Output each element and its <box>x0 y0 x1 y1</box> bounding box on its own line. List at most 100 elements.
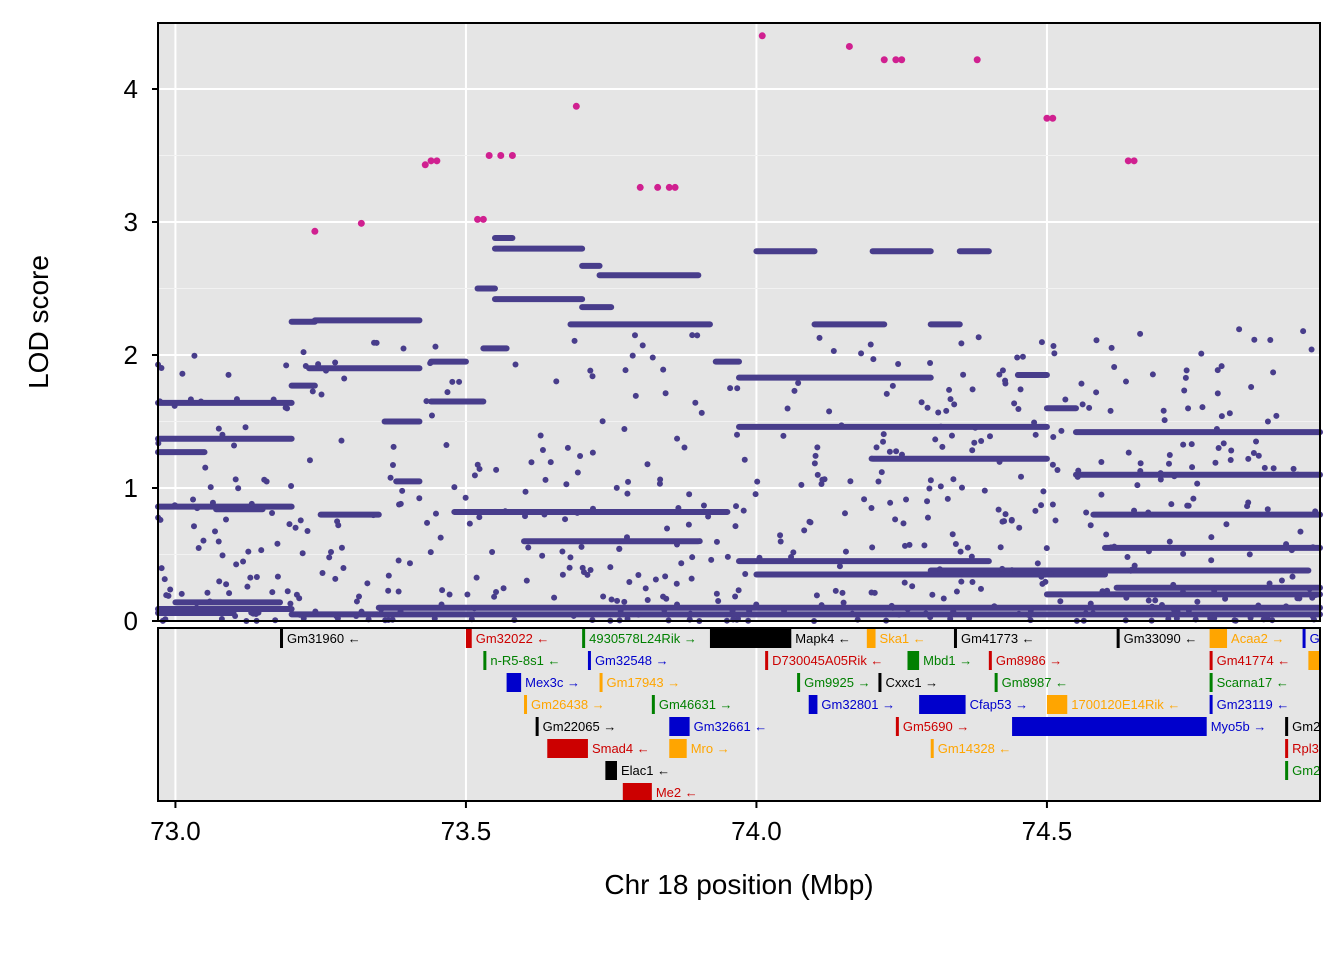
lod-point <box>528 459 535 466</box>
gene-feature <box>1308 651 1320 670</box>
x-axis-ticks: 73.0 73.5 74.0 74.5 <box>150 801 1072 846</box>
lod-point <box>927 614 934 621</box>
lod-point <box>378 606 385 613</box>
lod-point <box>493 466 500 473</box>
gene-feature <box>1209 673 1213 692</box>
lod-point <box>600 593 607 600</box>
gene-label: Mapk4 ← <box>795 631 851 646</box>
lod-point <box>438 601 445 608</box>
lod-point <box>784 405 791 412</box>
lod-point <box>1052 517 1059 524</box>
gene-feature <box>1209 651 1213 670</box>
lod-point <box>1270 369 1277 376</box>
lod-point <box>226 590 233 597</box>
lod-point <box>732 593 739 600</box>
lod-point <box>1086 404 1093 411</box>
lod-point <box>589 616 596 623</box>
lod-point <box>1211 587 1218 594</box>
lod-point <box>623 534 630 541</box>
lod-point <box>599 418 606 425</box>
lod-point <box>512 361 519 368</box>
lod-point <box>1261 464 1268 471</box>
lod-point <box>292 524 299 531</box>
gene-feature <box>895 717 899 736</box>
lod-point <box>1025 612 1032 619</box>
lod-point <box>312 608 319 615</box>
lod-point <box>1190 495 1197 502</box>
gene-label: Scarna17 ← <box>1217 675 1289 690</box>
lod-point <box>995 506 1002 513</box>
gene-label: Gm2 <box>1292 763 1320 778</box>
gene-label: Gm8986 → <box>996 653 1062 668</box>
peak-point <box>433 157 441 165</box>
lod-point <box>1057 598 1064 605</box>
lod-point <box>746 607 753 614</box>
lod-point <box>1152 597 1159 604</box>
lod-point <box>635 572 642 579</box>
lod-point <box>960 371 967 378</box>
lod-point <box>423 398 430 405</box>
lod-point <box>328 549 335 556</box>
lod-point <box>580 569 587 576</box>
lod-point <box>1215 445 1222 452</box>
lod-point <box>947 396 954 403</box>
lod-point <box>813 592 820 599</box>
lod-point <box>1288 547 1295 554</box>
lod-point <box>1108 344 1115 351</box>
lod-point <box>1289 573 1296 580</box>
gene-feature <box>669 739 687 758</box>
lod-point <box>215 538 222 545</box>
lod-point <box>692 399 699 406</box>
gene-feature <box>797 673 801 692</box>
lod-point <box>219 431 226 438</box>
lod-point <box>818 602 825 609</box>
lod-point <box>657 476 664 483</box>
lod-point <box>258 547 265 554</box>
lod-point <box>274 540 281 547</box>
lod-point <box>165 592 172 599</box>
lod-point <box>644 461 651 468</box>
lod-point <box>207 484 214 491</box>
lod-point <box>269 589 276 596</box>
gene-feature <box>953 629 957 648</box>
y-tick-label: 4 <box>124 74 138 104</box>
lod-point <box>607 564 614 571</box>
lod-point <box>1111 363 1118 370</box>
lod-point <box>587 567 594 574</box>
lod-point <box>1246 551 1253 558</box>
lod-point <box>1137 330 1144 337</box>
lod-point <box>926 485 933 492</box>
lod-point <box>437 534 444 541</box>
lod-point <box>1181 387 1188 394</box>
lod-point <box>1212 459 1219 466</box>
lod-point <box>713 590 720 597</box>
lod-point <box>935 409 942 416</box>
lod-point <box>734 385 741 392</box>
lod-point <box>332 359 339 366</box>
lod-point <box>1309 544 1316 551</box>
lod-point <box>694 332 701 339</box>
lod-point <box>242 424 249 431</box>
lod-point <box>687 610 694 617</box>
lod-point <box>1245 455 1252 462</box>
lod-point <box>635 611 642 618</box>
lod-point <box>981 487 988 494</box>
lod-point <box>927 360 934 367</box>
lod-point <box>194 505 201 512</box>
gene-feature <box>483 651 487 670</box>
lod-point <box>1125 449 1132 456</box>
lod-point <box>1171 473 1178 480</box>
lod-point <box>1093 337 1100 344</box>
lod-point <box>1182 374 1189 381</box>
lod-point <box>678 560 685 567</box>
lod-point <box>491 593 498 600</box>
gene-feature <box>547 739 588 758</box>
lod-point <box>1032 507 1039 514</box>
lod-point <box>1294 471 1301 478</box>
lod-point <box>642 585 649 592</box>
lod-point <box>235 485 242 492</box>
gene-panel <box>158 628 1320 801</box>
lod-point <box>873 444 880 451</box>
gene-label: Gm26438 → <box>531 697 605 712</box>
lod-point <box>577 452 584 459</box>
